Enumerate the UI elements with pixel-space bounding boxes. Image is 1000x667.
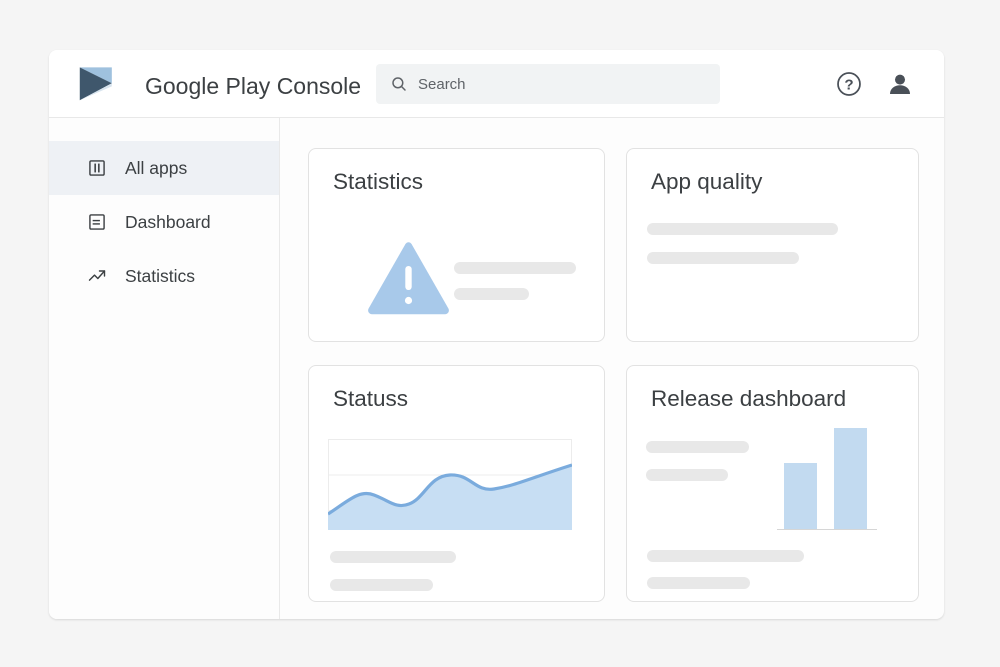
svg-text:?: ? [844,77,853,94]
